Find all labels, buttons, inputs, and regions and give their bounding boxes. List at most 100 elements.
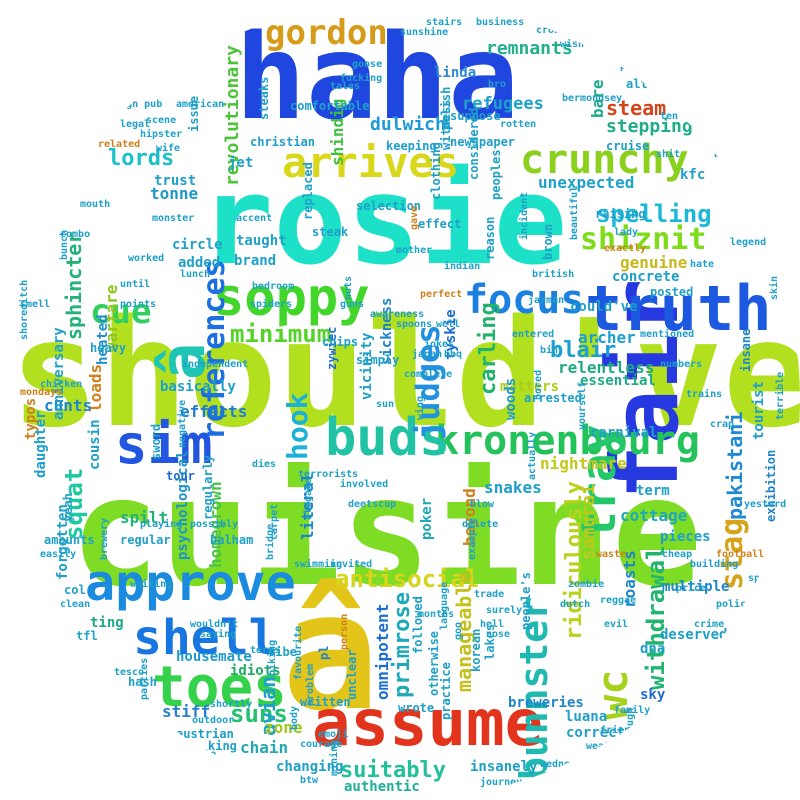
word: courage xyxy=(300,739,343,750)
word: sim xyxy=(115,413,213,476)
word: tour xyxy=(166,469,195,483)
word: waste xyxy=(596,549,627,560)
word: effect xyxy=(418,217,462,231)
word: bridge xyxy=(265,523,276,560)
word: toes xyxy=(152,655,287,720)
word: legal xyxy=(120,119,151,130)
word: breweries xyxy=(508,695,584,711)
word: regular xyxy=(120,533,171,547)
word: arrives xyxy=(282,138,460,187)
word: omnipotent xyxy=(373,603,392,700)
word: friends xyxy=(600,725,643,736)
word: â xyxy=(282,559,380,747)
word: wife xyxy=(156,143,181,154)
word: independent xyxy=(182,359,249,370)
word: amounts xyxy=(44,533,95,547)
word: months xyxy=(418,609,455,620)
word: added xyxy=(178,255,221,271)
word: dutch xyxy=(560,599,591,610)
word: building xyxy=(690,559,739,570)
word: points xyxy=(120,299,157,310)
word: chicken xyxy=(40,379,83,390)
word: heated xyxy=(95,314,111,365)
word: comfortable xyxy=(290,99,370,113)
word: hash xyxy=(128,675,157,689)
word: lords xyxy=(108,146,175,171)
word: delete xyxy=(462,519,499,530)
word: insane xyxy=(739,328,753,372)
word: gave xyxy=(409,205,420,230)
word: terrorists xyxy=(298,469,359,480)
word: reason xyxy=(483,216,497,260)
word: sunshine xyxy=(400,27,449,38)
word: blair xyxy=(550,338,617,363)
word: business xyxy=(476,17,525,28)
word: favourite xyxy=(293,625,304,680)
word: suppose xyxy=(450,109,501,123)
word: smell xyxy=(20,299,51,310)
word: spelling xyxy=(596,200,712,228)
word: mentioned xyxy=(640,329,695,340)
word: vibe xyxy=(268,645,297,659)
word: cue xyxy=(90,292,152,332)
word: shortly xyxy=(210,699,253,710)
word: relentless xyxy=(558,358,655,377)
word: cruise xyxy=(606,139,650,153)
word: evil xyxy=(604,619,629,630)
word: hipster xyxy=(140,129,183,140)
word: brown xyxy=(541,223,555,260)
word: rosie xyxy=(200,150,568,292)
word: incident xyxy=(519,191,530,240)
word: king xyxy=(208,739,237,753)
word: peoples xyxy=(489,149,503,200)
word: suns xyxy=(230,700,288,728)
word: football xyxy=(716,549,765,560)
word: indian xyxy=(444,261,481,272)
word: terms xyxy=(250,645,281,656)
word: zone xyxy=(264,718,303,737)
word: typos xyxy=(23,397,39,440)
word: monster xyxy=(152,213,195,224)
word: cousin xyxy=(87,419,103,470)
word: ting xyxy=(90,615,124,631)
word: beautiful xyxy=(569,185,580,240)
word: borough pub xyxy=(96,99,163,110)
word: stiff xyxy=(162,702,211,721)
word: dna xyxy=(640,641,666,657)
word: ten xyxy=(660,111,679,122)
word: antisocial xyxy=(335,565,480,593)
word: people xyxy=(620,61,657,72)
word: steak xyxy=(312,225,349,239)
word: heavy xyxy=(90,341,127,355)
word: easily xyxy=(40,549,77,560)
word: emoji xyxy=(318,729,349,740)
word: blow xyxy=(470,499,495,510)
word: swimming xyxy=(294,559,343,570)
word: hell xyxy=(480,619,505,630)
word: alternative xyxy=(626,77,706,91)
word: negative xyxy=(177,399,188,448)
word: taught xyxy=(236,233,287,249)
word: exactly xyxy=(604,243,647,254)
word: body xyxy=(289,705,300,730)
word: saying xyxy=(200,629,237,640)
word: simply xyxy=(356,353,400,367)
word: dulwich xyxy=(370,114,446,135)
word: awareness xyxy=(370,309,425,320)
word: christian xyxy=(250,135,316,149)
word: witness xyxy=(439,99,453,150)
word: combo xyxy=(60,229,91,240)
word: wednesday xyxy=(540,759,595,770)
word: legend xyxy=(730,237,767,248)
word: world xyxy=(572,13,603,24)
word: wouldn't xyxy=(190,619,239,630)
word: bin xyxy=(540,345,559,356)
word: carnival xyxy=(590,425,658,441)
word: sword xyxy=(149,423,163,460)
word: price xyxy=(676,583,707,594)
word: parties xyxy=(139,657,150,700)
word: truth xyxy=(585,272,772,345)
word: possibly xyxy=(190,519,239,530)
word: mother xyxy=(396,245,433,256)
